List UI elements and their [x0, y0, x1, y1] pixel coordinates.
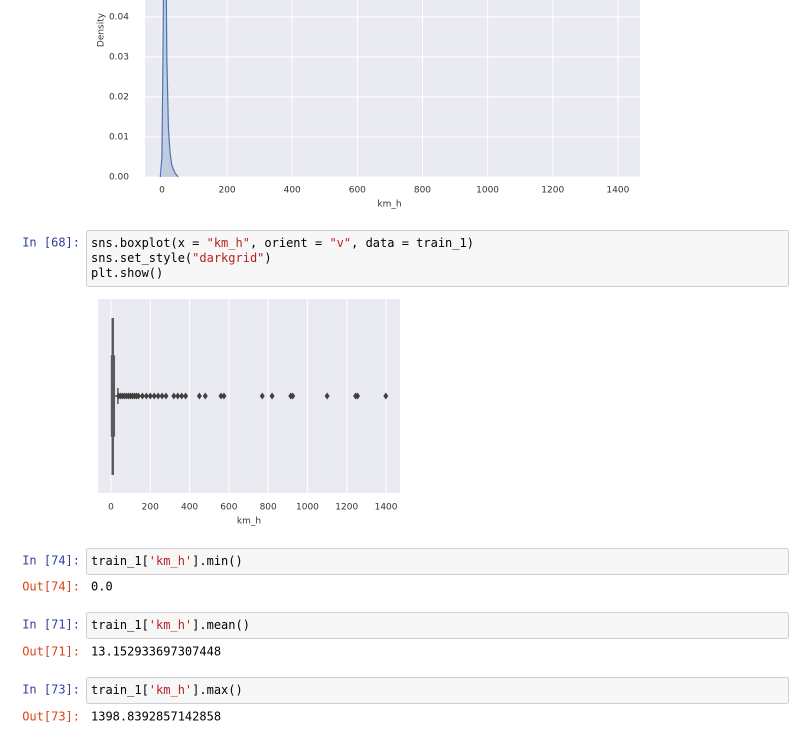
x-tick-label: 1200: [541, 186, 564, 196]
code-token: ].max(): [192, 683, 243, 697]
code-token: 'km_h': [149, 618, 192, 632]
x-axis-label: km_h: [377, 200, 401, 210]
density-line: [159, 0, 179, 177]
code-token: ].mean(): [192, 618, 250, 632]
outlier: [259, 392, 265, 400]
x-tick-label: 600: [220, 503, 237, 513]
y-axis-label: Density: [97, 12, 107, 47]
code-token: "v": [329, 236, 351, 250]
code-token: ].min(): [192, 554, 243, 568]
input-prompt: In [71]:: [22, 618, 80, 632]
input-prompt: In [68]:: [22, 236, 80, 250]
x-tick-label: 1000: [476, 186, 499, 196]
code-line: sns.set_style("darkgrid"): [91, 251, 272, 265]
code-token: train_1[: [91, 554, 149, 568]
input-prompt: In [74]:: [22, 554, 80, 568]
code-token: sns.boxplot(x =: [91, 236, 207, 250]
code-token: , orient =: [250, 236, 329, 250]
output-text: 0.0: [91, 580, 113, 594]
y-tick-label: 0.04: [109, 12, 129, 22]
code-token: train_1[: [91, 683, 149, 697]
code-token: train_1[: [91, 618, 149, 632]
code-token: "darkgrid": [192, 251, 264, 265]
x-tick-label: 1400: [606, 186, 629, 196]
output-prompt: Out[71]:: [22, 645, 80, 659]
code-line: plt.show(): [91, 266, 163, 280]
plot-area: [145, 0, 640, 177]
x-tick-label: 200: [142, 503, 159, 513]
outlier: [139, 392, 145, 400]
x-tick-label: 0: [108, 503, 114, 513]
output-prompt: Out[74]:: [22, 580, 80, 594]
outlier: [175, 392, 181, 400]
x-tick-label: 200: [218, 186, 235, 196]
y-tick-label: 0.01: [109, 132, 129, 142]
outlier: [147, 392, 153, 400]
x-tick-label: 800: [414, 186, 431, 196]
input-prompt: In [73]:: [22, 683, 80, 697]
code-token: sns.set_style(: [91, 251, 192, 265]
code-token: 'km_h': [149, 683, 192, 697]
outlier: [383, 392, 389, 400]
code-line: train_1['km_h'].max(): [91, 683, 243, 697]
outlier: [135, 392, 141, 400]
x-tick-label: 600: [349, 186, 366, 196]
x-tick-label: 400: [284, 186, 301, 196]
y-tick-label: 0.03: [109, 52, 129, 62]
outlier: [183, 392, 189, 400]
code-token: "km_h": [207, 236, 250, 250]
outlier: [155, 392, 161, 400]
outlier: [179, 392, 185, 400]
outlier: [269, 392, 275, 400]
code-token: 'km_h': [149, 554, 192, 568]
density-area: [160, 0, 179, 177]
outlier: [218, 392, 224, 400]
code-line: train_1['km_h'].min(): [91, 554, 243, 568]
y-tick-label: 0.00: [109, 173, 129, 183]
x-axis-label: km_h: [237, 517, 261, 527]
output-text: 1398.8392857142858: [91, 710, 221, 724]
code-token: ): [264, 251, 271, 265]
x-tick-label: 0: [159, 186, 165, 196]
x-tick-label: 1000: [296, 503, 319, 513]
x-tick-label: 800: [260, 503, 277, 513]
output-prompt: Out[73]:: [22, 710, 80, 724]
code-cell: [86, 612, 789, 639]
outlier: [355, 392, 361, 400]
x-tick-label: 1400: [375, 503, 398, 513]
outlier: [151, 392, 157, 400]
outlier: [290, 392, 296, 400]
y-tick-label: 0.02: [109, 92, 129, 102]
outlier: [202, 392, 208, 400]
x-tick-label: 400: [181, 503, 198, 513]
code-cell: [86, 548, 789, 575]
outlier: [196, 392, 202, 400]
outlier: [163, 392, 169, 400]
code-line: train_1['km_h'].mean(): [91, 618, 250, 632]
code-cell: [86, 677, 789, 704]
code-cell: [86, 230, 789, 287]
outlier: [159, 392, 165, 400]
code-token: plt.show(): [91, 266, 163, 280]
outlier: [324, 392, 330, 400]
outlier: [171, 392, 177, 400]
code-token: , data = train_1): [351, 236, 474, 250]
code-line: sns.boxplot(x = "km_h", orient = "v", da…: [91, 236, 474, 250]
output-text: 13.152933697307448: [91, 645, 221, 659]
outlier: [221, 392, 227, 400]
x-tick-label: 1200: [335, 503, 358, 513]
outlier: [143, 392, 149, 400]
